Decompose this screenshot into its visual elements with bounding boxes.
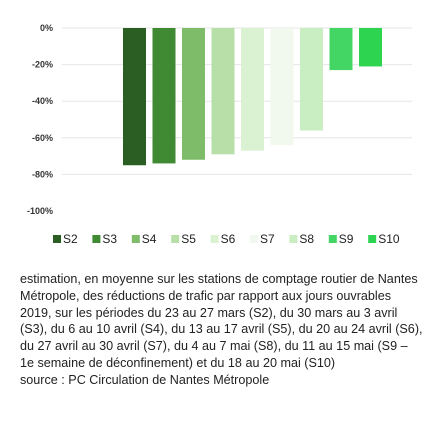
legend-label-s10: S10 bbox=[378, 232, 400, 246]
y-tick-label: -20% bbox=[32, 60, 53, 70]
bar-s6 bbox=[241, 28, 264, 151]
bar-s9 bbox=[329, 28, 353, 71]
y-axis-tick-labels: 0% -20% -40% -60% -80% -100% bbox=[27, 23, 53, 216]
gridlines bbox=[62, 27, 412, 175]
bar-s3 bbox=[152, 28, 176, 164]
bars bbox=[123, 28, 382, 166]
legend-label-s7: S7 bbox=[260, 232, 275, 246]
legend-label-s5: S5 bbox=[181, 232, 196, 246]
chart-caption: estimation, en moyenne sur les stations … bbox=[20, 271, 424, 389]
legend-label-s6: S6 bbox=[221, 232, 236, 246]
legend-swatch-s4 bbox=[131, 235, 140, 243]
legend-swatch-s8 bbox=[289, 235, 298, 243]
y-tick-label: -60% bbox=[32, 133, 53, 143]
legend-swatch-s7 bbox=[250, 235, 258, 243]
bar-s2 bbox=[123, 28, 146, 166]
legend-swatch-s6 bbox=[210, 235, 219, 243]
caption-source: source : PC Circulation de Nantes Métrop… bbox=[20, 372, 270, 387]
legend-swatch-s10 bbox=[368, 235, 377, 243]
legend-swatch-s2 bbox=[53, 235, 61, 243]
bar-s7 bbox=[270, 28, 294, 146]
y-tick-label: -40% bbox=[32, 96, 53, 106]
y-tick-label: 0% bbox=[40, 23, 53, 33]
bar-s8 bbox=[300, 28, 323, 131]
legend-swatch-s5 bbox=[171, 235, 180, 243]
legend-swatch-s3 bbox=[92, 235, 101, 243]
legend-label-s2: S2 bbox=[63, 232, 78, 246]
legend-label-s3: S3 bbox=[102, 232, 117, 246]
legend: S2 S3 S4 S5 S6 S7 S8 S9 S10 bbox=[53, 232, 400, 246]
y-tick-label: -80% bbox=[32, 169, 53, 179]
legend-swatch-s9 bbox=[328, 235, 337, 243]
bar-s5 bbox=[211, 28, 235, 155]
traffic-reduction-bar-chart: 0% -20% -40% -60% -80% -100% S2 S3 S4 S5 S6 S7 S8 S9… bbox=[27, 23, 412, 246]
bar-s4 bbox=[182, 28, 205, 160]
bar-s10 bbox=[359, 28, 382, 67]
y-tick-label: -100% bbox=[27, 206, 53, 216]
legend-label-s4: S4 bbox=[142, 232, 157, 246]
legend-label-s8: S8 bbox=[299, 232, 314, 246]
caption-description: estimation, en moyenne sur les stations … bbox=[20, 272, 423, 370]
legend-label-s9: S9 bbox=[339, 232, 354, 246]
